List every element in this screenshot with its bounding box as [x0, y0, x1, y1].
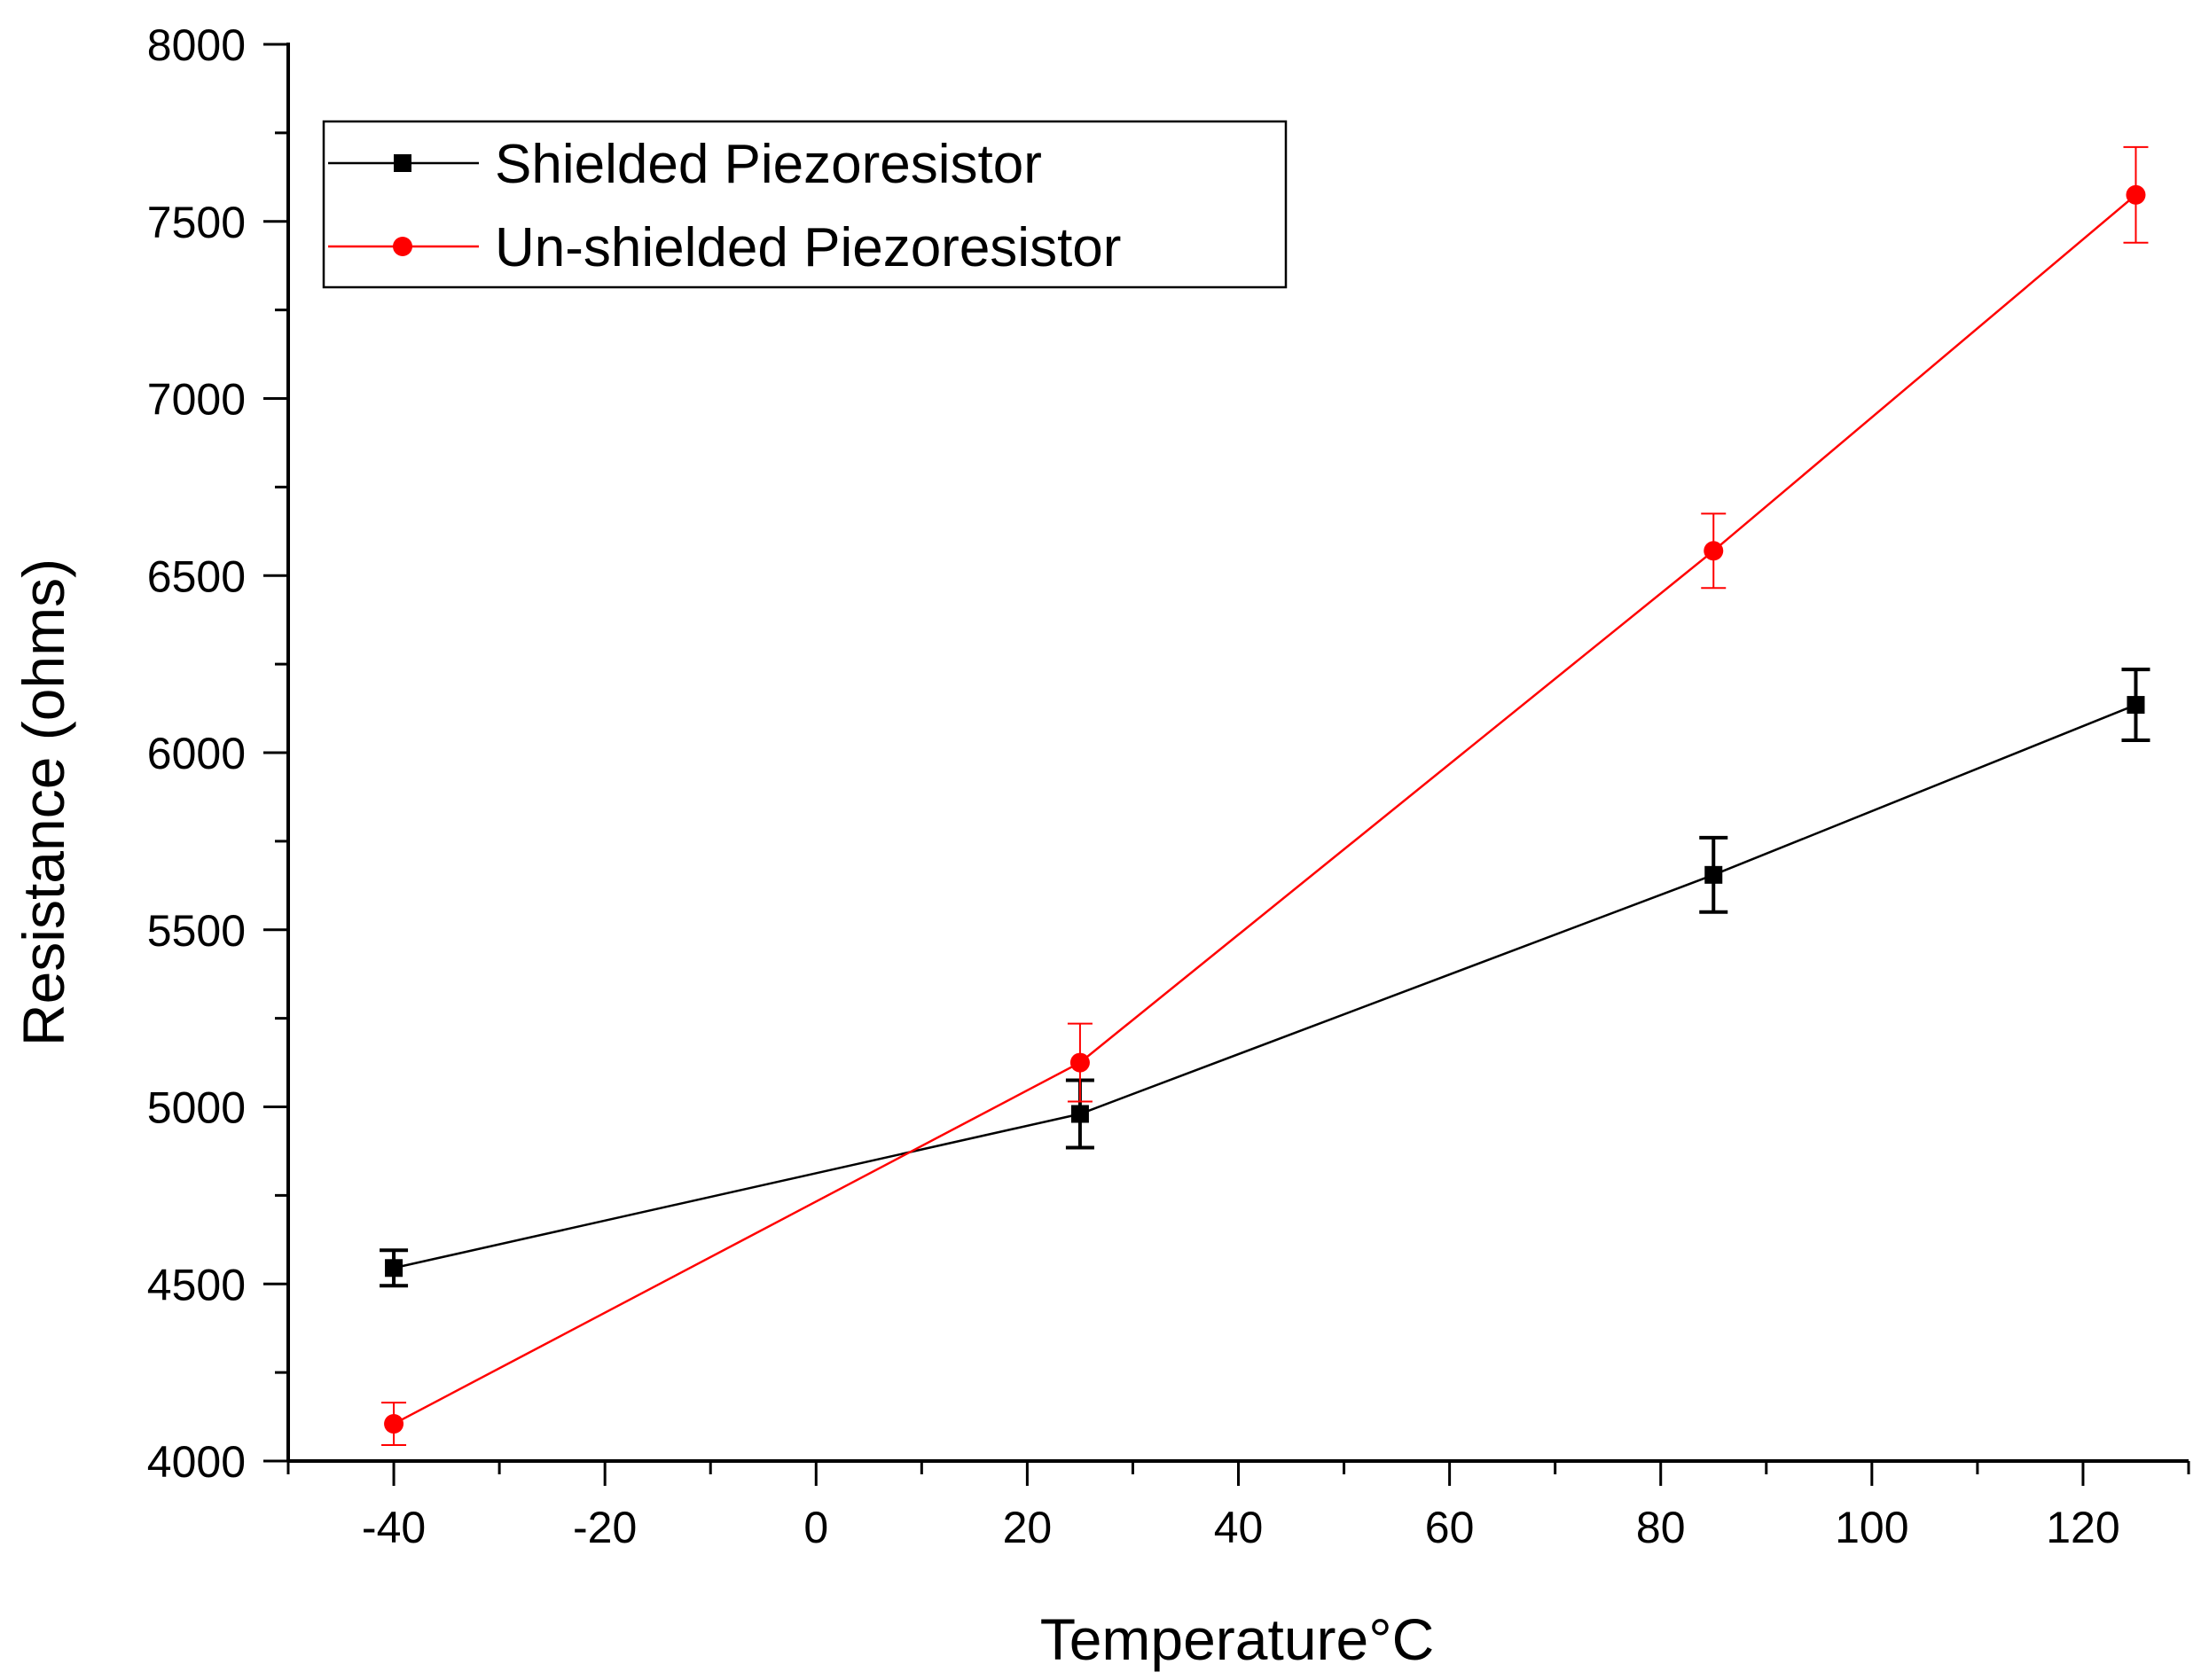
- x-tick-label: -20: [573, 1503, 637, 1552]
- series-0: [380, 668, 2150, 1288]
- x-tick-label: 80: [1636, 1503, 1686, 1552]
- series-line: [393, 703, 2136, 1270]
- y-ticks: 4000 4500 5000 5500 6000 6500 7000 7500 8000: [147, 20, 288, 1487]
- data-point: [1704, 541, 1724, 561]
- y-tick-label: 4500: [147, 1260, 246, 1309]
- x-tick-label: 100: [1835, 1503, 1908, 1552]
- data-point: [1070, 1105, 1089, 1123]
- axes: 4000 4500 5000 5500 6000 6500 7000 7500 8000 -40…: [147, 20, 2190, 1552]
- data-point: [2126, 184, 2146, 205]
- y-tick-label: 7500: [147, 198, 246, 247]
- x-tick-label: 60: [1425, 1503, 1475, 1552]
- data-point: [384, 1414, 404, 1434]
- x-ticks: -40 -20 0 20 40 60 80 100 120: [286, 1461, 2190, 1552]
- y-tick-label: 5500: [147, 906, 246, 956]
- data-point: [1069, 1052, 1090, 1073]
- y-tick-label: 7000: [147, 375, 246, 425]
- legend-label-shielded: Shielded Piezoresistor: [495, 134, 1042, 195]
- data-point: [1704, 865, 1723, 884]
- x-tick-label: 120: [2046, 1503, 2119, 1552]
- y-tick-label: 6000: [147, 729, 246, 778]
- y-axis-title: Resistance (ohms): [11, 559, 76, 1046]
- legend-label-unshielded: Un-shielded Piezoresistor: [495, 217, 1121, 278]
- series-layer: [380, 145, 2150, 1447]
- data-point: [2127, 696, 2145, 715]
- y-tick-label: 6500: [147, 551, 246, 601]
- y-tick-label: 4000: [147, 1437, 246, 1487]
- x-axis-title: Temperature°C: [1040, 1606, 1435, 1672]
- legend: Shielded Piezoresistor Un-shielded Piezo…: [322, 120, 1288, 289]
- series-line: [393, 193, 2137, 1426]
- x-tick-label: 40: [1214, 1503, 1264, 1552]
- x-tick-label: 0: [803, 1503, 828, 1552]
- data-point: [385, 1259, 403, 1278]
- series-1: [381, 145, 2149, 1447]
- legend-box: [322, 120, 1288, 289]
- legend-marker-square: [394, 154, 411, 172]
- y-tick-label: 5000: [147, 1083, 246, 1133]
- x-tick-label: 20: [1003, 1503, 1053, 1552]
- x-tick-label: -40: [362, 1503, 426, 1552]
- legend-marker-circle: [393, 237, 412, 256]
- y-tick-label: 8000: [147, 20, 246, 70]
